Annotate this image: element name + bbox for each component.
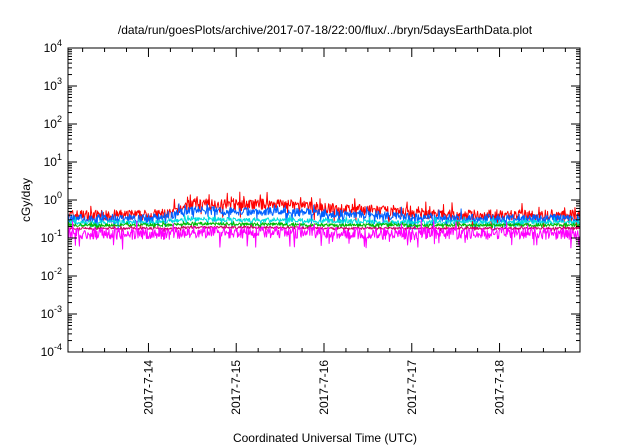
y-tick-label: 102 bbox=[44, 114, 62, 131]
y-tick-exponent: 3 bbox=[57, 76, 62, 86]
x-tick-label: 2017-7-15 bbox=[229, 360, 243, 415]
series-line bbox=[67, 203, 581, 231]
x-tick-label: 2017-7-14 bbox=[141, 360, 155, 415]
y-tick-exponent: -3 bbox=[54, 304, 62, 314]
y-tick-exponent: 4 bbox=[57, 38, 62, 48]
plot-frame bbox=[67, 47, 581, 353]
y-tick-exponent: -4 bbox=[54, 342, 62, 352]
chart-title: /data/run/goesPlots/archive/2017-07-18/2… bbox=[118, 23, 533, 37]
x-tick-label: 2017-7-18 bbox=[493, 360, 507, 415]
series-line bbox=[67, 224, 581, 232]
y-axis-label: cGy/day bbox=[19, 178, 33, 222]
y-tick-exponent: 0 bbox=[57, 190, 62, 200]
y-tick-label: 101 bbox=[44, 152, 62, 169]
series-line bbox=[67, 214, 581, 229]
x-tick-label: 2017-7-17 bbox=[405, 360, 419, 415]
series-line bbox=[67, 221, 581, 230]
y-tick-exponent: 1 bbox=[57, 152, 62, 162]
y-tick-label: 10-1 bbox=[41, 228, 62, 245]
x-axis-label: Coordinated Universal Time (UTC) bbox=[233, 431, 417, 445]
series-line bbox=[67, 219, 581, 250]
y-tick-label: 10-3 bbox=[41, 304, 62, 321]
y-tick-label: 103 bbox=[44, 76, 62, 93]
y-tick-label: 100 bbox=[44, 190, 62, 207]
y-tick-label: 104 bbox=[44, 38, 62, 55]
y-tick-label: 10-4 bbox=[41, 342, 62, 359]
series-layer bbox=[67, 191, 581, 250]
y-tick-exponent: 2 bbox=[57, 114, 62, 124]
y-tick-exponent: -2 bbox=[54, 266, 62, 276]
y-tick-label: 10-2 bbox=[41, 266, 62, 283]
y-tick-exponent: -1 bbox=[54, 228, 62, 238]
x-tick-label: 2017-7-16 bbox=[317, 360, 331, 415]
